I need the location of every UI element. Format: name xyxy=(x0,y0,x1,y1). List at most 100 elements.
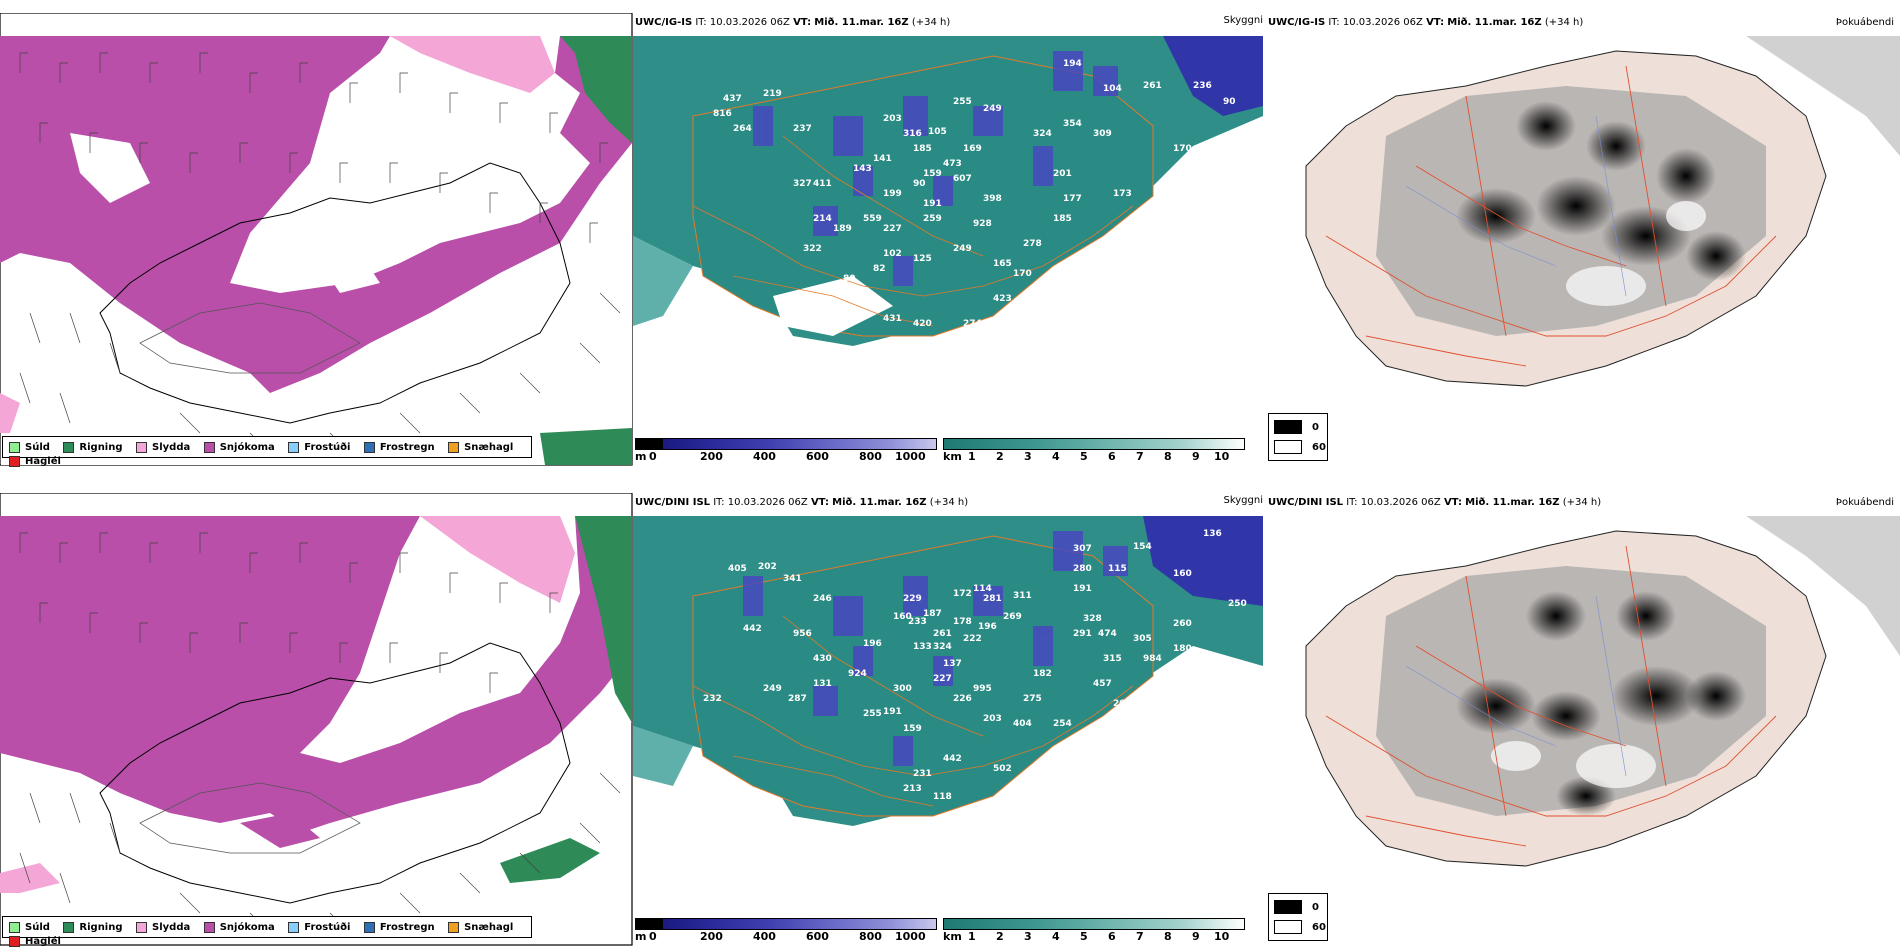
svg-text:236: 236 xyxy=(1193,81,1212,91)
svg-text:213: 213 xyxy=(903,784,922,794)
cloud-base-colorbar xyxy=(635,438,937,450)
svg-text:249: 249 xyxy=(953,244,972,254)
svg-text:405: 405 xyxy=(728,564,747,574)
visibility-tick-4: 4 xyxy=(1052,450,1060,463)
svg-text:169: 169 xyxy=(963,144,982,154)
fog-legend-item-60: 60 xyxy=(1274,920,1326,934)
legend-item-frostudi: Frostúði xyxy=(288,922,350,933)
svg-text:502: 502 xyxy=(993,764,1012,774)
legend-item-slydda: Slydda xyxy=(136,442,190,453)
svg-text:307: 307 xyxy=(1073,544,1092,554)
svg-text:309: 309 xyxy=(1093,129,1112,139)
svg-text:178: 178 xyxy=(953,617,972,627)
svg-text:287: 287 xyxy=(788,694,807,704)
svg-text:159: 159 xyxy=(923,169,942,179)
svg-text:275: 275 xyxy=(1023,694,1042,704)
svg-text:222: 222 xyxy=(963,634,982,644)
svg-text:255: 255 xyxy=(953,97,972,107)
fog-panel-top: UWC/IG-IS IT: 10.03.2026 06Z VT: Mið. 11… xyxy=(1266,13,1900,466)
svg-text:176: 176 xyxy=(1103,244,1122,254)
legend-item-sudl: Súld xyxy=(9,442,50,453)
svg-text:182: 182 xyxy=(1033,669,1052,679)
svg-text:185: 185 xyxy=(1053,214,1072,224)
legend-item-rigning: Rigning xyxy=(63,922,123,933)
precip-type-map xyxy=(0,493,633,946)
legend-item-haglel: Haglél xyxy=(9,936,61,947)
visibility-tick-2: 2 xyxy=(996,930,1004,943)
cloud-base-unit: m xyxy=(635,450,647,463)
visibility-tick-7: 7 xyxy=(1136,930,1144,943)
svg-text:226: 226 xyxy=(903,339,922,349)
legend-swatch xyxy=(203,922,215,933)
svg-text:269: 269 xyxy=(1003,612,1022,622)
panel-title: UWC/IG-IS IT: 10.03.2026 06Z VT: Mið. 11… xyxy=(1268,17,1584,28)
svg-text:82: 82 xyxy=(873,264,886,274)
precip-type-legend: Súld Rigning Slydda Snjókoma Frostúði Fr… xyxy=(2,916,532,947)
svg-text:165: 165 xyxy=(993,259,1012,269)
svg-text:928: 928 xyxy=(973,219,992,229)
legend-item-snjokoma: Snjókoma xyxy=(203,442,275,453)
svg-text:246: 246 xyxy=(813,594,832,604)
svg-text:203: 203 xyxy=(983,714,1002,724)
visibility-tick-6: 6 xyxy=(1108,450,1116,463)
legend-swatch xyxy=(9,456,20,467)
svg-text:154: 154 xyxy=(1133,542,1152,552)
cloud-base-tick-0: 0 xyxy=(649,930,657,943)
svg-text:984: 984 xyxy=(1143,654,1162,664)
svg-text:442: 442 xyxy=(743,624,762,634)
fog-legend: 0 60 xyxy=(1268,413,1328,461)
precip-type-map xyxy=(0,13,633,466)
legend-item-frostregn: Frostregn xyxy=(363,922,435,933)
cloud-base-tick-800: 800 xyxy=(859,450,882,463)
svg-text:281: 281 xyxy=(983,594,1002,604)
svg-text:354: 354 xyxy=(1063,119,1082,129)
panel-type-label: Þokuábendi xyxy=(1835,17,1894,28)
visibility-tick-3: 3 xyxy=(1024,930,1032,943)
svg-text:118: 118 xyxy=(933,792,952,802)
cloud-base-tick-1000: 1000 xyxy=(895,930,926,943)
svg-text:214: 214 xyxy=(813,214,832,224)
fog-map xyxy=(1305,36,1900,387)
svg-text:404: 404 xyxy=(1013,719,1032,729)
visibility-unit: km xyxy=(943,930,962,943)
svg-text:187: 187 xyxy=(923,609,942,619)
legend-swatch xyxy=(63,442,75,453)
panel-type-label: Skyggni xyxy=(1223,15,1263,26)
visibility-tick-10: 10 xyxy=(1214,930,1230,943)
svg-text:260: 260 xyxy=(1173,619,1192,629)
cloud-base-unit: m xyxy=(635,930,647,943)
svg-text:305: 305 xyxy=(1133,634,1152,644)
panel-type-label: Þokuábendi xyxy=(1835,497,1894,508)
fog-legend-swatch xyxy=(1274,420,1302,434)
svg-text:90: 90 xyxy=(1223,97,1236,107)
visibility-tick-1: 1 xyxy=(968,930,976,943)
visibility-tick-2: 2 xyxy=(996,450,1004,463)
svg-text:254: 254 xyxy=(1053,719,1072,729)
legend-item-frostregn: Frostregn xyxy=(363,442,435,453)
legend-item-frostudi: Frostúði xyxy=(288,442,350,453)
cloud-base-tick-0: 0 xyxy=(649,450,657,463)
precip-type-panel-top: UWC/IG-IS IT: 10.03.2026 06Z VT: Mið. 11… xyxy=(0,13,633,467)
cloud-base-tick-600: 600 xyxy=(806,930,829,943)
fog-legend: 0 60 xyxy=(1268,893,1328,941)
svg-text:222: 222 xyxy=(1153,224,1172,234)
svg-text:473: 473 xyxy=(943,159,962,169)
legend-swatch xyxy=(136,922,148,933)
visibility-tick-3: 3 xyxy=(1024,450,1032,463)
svg-text:262: 262 xyxy=(1113,264,1132,274)
legend-swatch xyxy=(9,922,20,933)
legend-swatch xyxy=(9,936,20,947)
svg-text:430: 430 xyxy=(813,654,832,664)
svg-text:249: 249 xyxy=(983,104,1002,114)
svg-text:196: 196 xyxy=(863,639,882,649)
svg-text:173: 173 xyxy=(1113,189,1132,199)
svg-text:924: 924 xyxy=(848,669,867,679)
svg-text:261: 261 xyxy=(1143,81,1162,91)
svg-text:816: 816 xyxy=(713,109,732,119)
svg-text:160: 160 xyxy=(893,612,912,622)
visibility-colorbar xyxy=(943,918,1245,930)
svg-text:202: 202 xyxy=(758,562,777,572)
precip-type-legend: Súld Rigning Slydda Snjókoma Frostúði Fr… xyxy=(2,436,532,467)
panel-title: UWC/DINI ISL IT: 10.03.2026 06Z VT: Mið.… xyxy=(1268,497,1602,508)
